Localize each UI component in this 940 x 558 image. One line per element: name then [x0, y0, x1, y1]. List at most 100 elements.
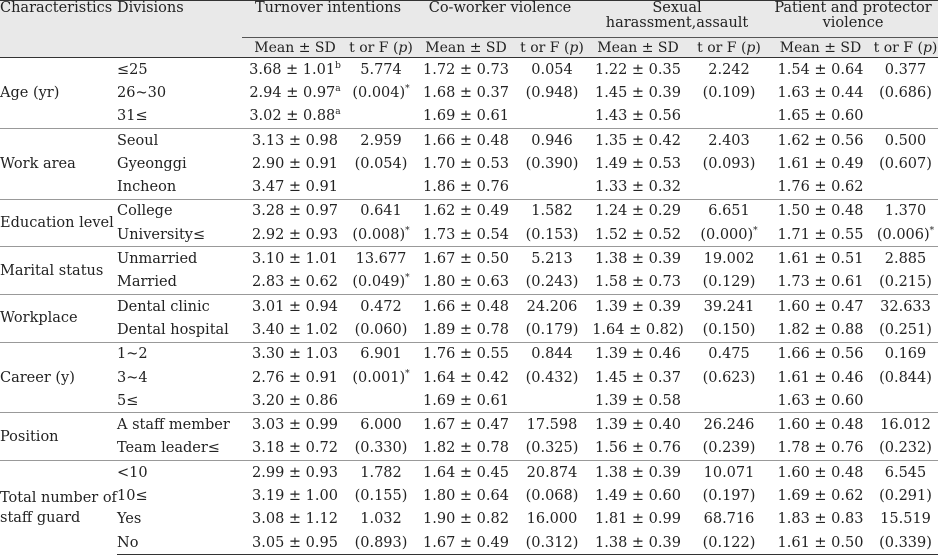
mean-sd-value: 2.94 ± 0.97 [249, 84, 336, 101]
test-statistic-cell: (0.215) [879, 274, 932, 291]
test-statistic-cell: (0.390) [525, 155, 579, 172]
mean-sd-value: 1.38 ± 0.39 [595, 464, 681, 481]
characteristic-label: Age (yr) [0, 84, 60, 101]
division-label: <10 [117, 460, 242, 485]
mean-sd-cell: 1.45 ± 0.39 [586, 81, 690, 104]
test-statistic-cell: (0.004)* [352, 84, 410, 101]
mean-sd-value: 1.69 ± 0.61 [423, 108, 509, 125]
mean-sd-value: 3.10 ± 1.01 [252, 251, 338, 268]
mean-sd-cell: 1.81 ± 0.99 [586, 508, 690, 531]
mean-sd-cell: 3.28 ± 0.97 [242, 198, 348, 224]
test-statistic-cell [348, 105, 414, 129]
mean-sd-cell: 1.67 ± 0.49 [414, 530, 518, 556]
test-statistic-cell: (0.325) [525, 440, 579, 457]
header-patient-violence: Patient and protector violence [768, 0, 939, 38]
close-paren: ) [578, 39, 584, 56]
mean-sd-cell: 1.89 ± 0.78 [414, 318, 518, 342]
mean-sd-value: 1.66 ± 0.48 [423, 132, 509, 149]
mean-sd-cell: 1.60 ± 0.48 [768, 460, 874, 485]
mean-sd-value: 2.76 ± 0.91 [252, 369, 338, 386]
posthoc-superscript: a [335, 107, 341, 118]
test-statistic-cell [518, 105, 586, 129]
mean-sd-cell: 1.64 ± 0.45 [414, 460, 518, 485]
table-row: University≤ 2.92 ± 0.93 (0.008)* 1.73 ± 0.5… [0, 223, 938, 247]
characteristic-label: Total number of staff guard [0, 460, 117, 555]
mean-sd-cell: 1.66 ± 0.56 [768, 341, 874, 366]
mean-sd-cell: 2.92 ± 0.93 [242, 223, 348, 247]
mean-sd-cell: 1.63 ± 0.60 [768, 389, 873, 413]
mean-sd-cell: 3.10 ± 1.01 [242, 246, 348, 271]
mean-sd-value: 1.86 ± 0.76 [423, 179, 509, 196]
mean-sd-cell: 1.54 ± 0.64 [768, 58, 873, 82]
mean-sd-value: 3.05 ± 0.95 [252, 534, 338, 551]
test-statistic-cell: 6.651 [690, 198, 769, 224]
test-statistic-cell: (0.179) [525, 321, 579, 338]
test-statistic-cell [518, 389, 586, 413]
test-statistic-cell: 6.545 [873, 460, 939, 485]
test-statistic-cell: 16.012 [873, 412, 939, 437]
mean-sd-cell: 1.24 ± 0.29 [586, 198, 690, 224]
mean-sd-value: 1.66 ± 0.48 [423, 298, 509, 315]
table-row: 31≤ 3.02 ± 0.88a 1.69 ± 0.61 1.43 ± 0.56 1.6… [0, 105, 938, 129]
table-row: Work area Seoul 3.13 ± 0.98 2.959 1.66 ± 0.4… [0, 127, 939, 200]
test-statistic-cell: (0.432) [525, 369, 579, 386]
mean-sd-value: 1.82 ± 0.88 [777, 321, 864, 338]
division-label: Unmarried [117, 246, 242, 271]
mean-sd-value: 1.90 ± 0.82 [423, 511, 509, 528]
mean-sd-cell: 1.82 ± 0.88 [768, 318, 873, 342]
mean-sd-value: 1.39 ± 0.46 [595, 346, 681, 363]
t-or-f-header: t or F (p) [690, 37, 769, 58]
table-row: Team leader≤ 3.18 ± 0.72 (0.330) 1.82 ± 0.7… [0, 437, 938, 461]
mean-sd-value: 3.68 ± 1.01 [249, 61, 336, 78]
test-statistic-cell [690, 175, 768, 199]
mean-sd-cell: 1.69 ± 0.61 [414, 105, 518, 129]
table-row: 26~30 2.94 ± 0.97a (0.004)* 1.68 ± 0.37 (0.9… [0, 81, 938, 104]
mean-sd-value: 1.73 ± 0.61 [777, 274, 864, 291]
test-statistic-cell: (0.008)* [352, 225, 410, 243]
test-statistic-cell: 0.169 [873, 341, 939, 366]
test-statistic-cell: (0.623) [702, 369, 756, 386]
mean-sd-cell: 1.38 ± 0.39 [586, 460, 690, 485]
mean-sd-cell: 1.76 ± 0.55 [414, 341, 518, 366]
test-statistic-cell: (0.312) [518, 530, 586, 556]
division-label: Dental clinic [117, 293, 242, 319]
significance-asterisk: * [405, 225, 410, 236]
table-row: Dental hospital 3.40 ± 1.02 (0.060) 1.89 ± … [0, 318, 938, 342]
division-label: Incheon [117, 179, 177, 196]
test-statistic-cell: (0.239) [702, 440, 756, 457]
mean-sd-cell: 3.03 ± 0.99 [242, 412, 348, 437]
test-statistic-cell: 0.475 [690, 341, 769, 366]
mean-sd-value: 2.83 ± 0.62 [252, 274, 338, 291]
mean-sd-value: 1.45 ± 0.37 [595, 369, 681, 386]
test-statistic-cell: (0.153) [525, 226, 579, 243]
mean-sd-cell: 1.61 ± 0.46 [768, 366, 873, 389]
test-statistic-cell [348, 389, 414, 413]
test-statistic-cell: 19.002 [690, 246, 769, 271]
mean-sd-cell: 1.86 ± 0.76 [414, 175, 518, 199]
table-row: Yes 3.08 ± 1.12 1.032 1.90 ± 0.82 16.000 1.81… [0, 508, 938, 531]
mean-sd-value: 1.49 ± 0.53 [595, 155, 681, 172]
mean-sd-cell: 1.68 ± 0.37 [414, 81, 518, 104]
test-statistic-cell [873, 389, 938, 413]
mean-sd-cell: 1.72 ± 0.73 [414, 58, 518, 82]
test-statistic-cell: 0.054 [531, 61, 573, 78]
p-label: p [569, 39, 579, 56]
mean-sd-value: 1.63 ± 0.60 [777, 392, 864, 409]
mean-sd-value: 1.89 ± 0.78 [423, 321, 509, 338]
mean-sd-value: 1.61 ± 0.46 [777, 369, 864, 386]
division-label: Seoul [117, 127, 242, 153]
mean-sd-cell: 1.82 ± 0.78 [414, 437, 518, 461]
table-row: No 3.05 ± 0.95 (0.893) 1.67 ± 0.49 (0.312) 1.… [0, 530, 939, 556]
mean-sd-cell: 1.35 ± 0.42 [586, 127, 690, 153]
test-statistic-cell: 16.000 [526, 511, 578, 528]
mean-sd-value: 1.22 ± 0.35 [595, 61, 681, 78]
mean-sd-value: 1.81 ± 0.99 [595, 511, 681, 528]
mean-sd-value: 1.66 ± 0.56 [777, 346, 864, 363]
mean-sd-value: 1.65 ± 0.60 [777, 108, 864, 125]
mean-sd-cell: 1.64 ± 0.42 [414, 366, 518, 389]
mean-sd-value: 1.67 ± 0.47 [423, 417, 509, 434]
mean-sd-cell: 1.69 ± 0.61 [414, 389, 518, 413]
mean-sd-value: 1.58 ± 0.73 [595, 274, 681, 291]
mean-sd-cell: 1.50 ± 0.48 [768, 198, 874, 224]
